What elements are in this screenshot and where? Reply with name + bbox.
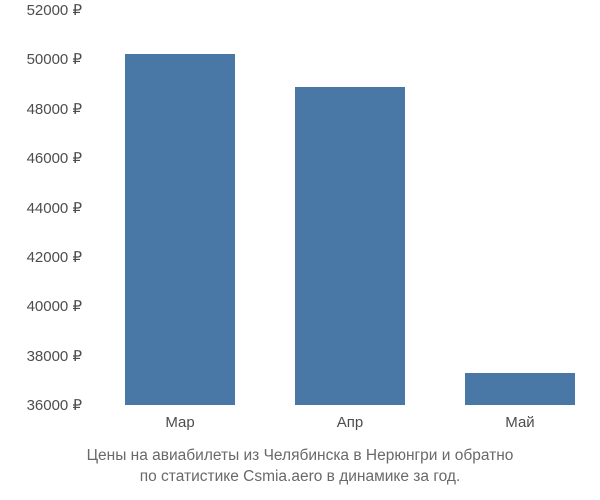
caption-line-1: Цены на авиабилеты из Челябинска в Нерюн… xyxy=(0,446,600,467)
x-tick-label: Апр xyxy=(337,414,363,431)
x-tick-label: Мар xyxy=(165,414,194,431)
y-axis: 36000 ₽38000 ₽40000 ₽42000 ₽44000 ₽46000… xyxy=(0,10,90,405)
y-tick-label: 38000 ₽ xyxy=(27,347,82,365)
chart-caption: Цены на авиабилеты из Челябинска в Нерюн… xyxy=(0,446,600,488)
bar xyxy=(125,54,235,405)
chart-plot-area xyxy=(95,10,585,405)
y-tick-label: 46000 ₽ xyxy=(27,149,82,167)
y-tick-label: 50000 ₽ xyxy=(27,50,82,68)
y-tick-label: 36000 ₽ xyxy=(27,396,82,414)
y-tick-label: 52000 ₽ xyxy=(27,1,82,19)
y-tick-label: 42000 ₽ xyxy=(27,248,82,266)
y-tick-label: 40000 ₽ xyxy=(27,297,82,315)
bar xyxy=(295,87,405,405)
chart-container: 36000 ₽ 38000 ₽ 40000 ₽ 42000 ₽ 44000 ₽ 46000… xyxy=(0,0,600,500)
caption-line-2: по статистике Csmia.aero в динамике за г… xyxy=(0,467,600,488)
y-tick-label: 48000 ₽ xyxy=(27,100,82,118)
y-tick-label: 44000 ₽ xyxy=(27,199,82,217)
x-tick-label: Май xyxy=(505,414,534,431)
x-axis: Мар Апр Май xyxy=(95,410,585,440)
bar xyxy=(465,373,575,405)
